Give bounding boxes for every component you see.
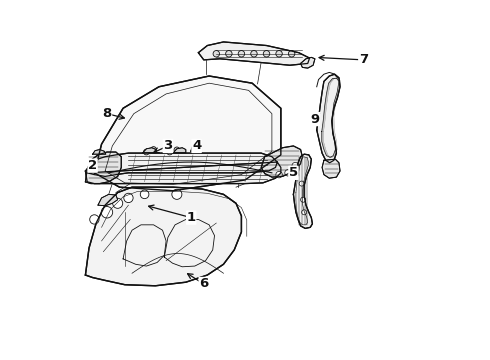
Polygon shape bbox=[300, 57, 315, 68]
Polygon shape bbox=[98, 194, 118, 206]
Circle shape bbox=[238, 50, 245, 57]
Circle shape bbox=[225, 50, 232, 57]
Text: 8: 8 bbox=[102, 107, 112, 120]
Circle shape bbox=[300, 197, 306, 202]
Polygon shape bbox=[85, 187, 242, 286]
Text: 3: 3 bbox=[163, 139, 172, 152]
Circle shape bbox=[101, 207, 113, 218]
Circle shape bbox=[124, 193, 133, 203]
Circle shape bbox=[251, 50, 257, 57]
Circle shape bbox=[174, 147, 180, 153]
Circle shape bbox=[144, 149, 149, 155]
Circle shape bbox=[140, 190, 149, 199]
Circle shape bbox=[113, 198, 122, 208]
Polygon shape bbox=[95, 76, 281, 191]
Text: 1: 1 bbox=[187, 211, 196, 224]
Polygon shape bbox=[143, 148, 156, 153]
Text: 5: 5 bbox=[289, 166, 298, 179]
Circle shape bbox=[263, 50, 270, 57]
Circle shape bbox=[276, 171, 282, 178]
Circle shape bbox=[289, 50, 295, 57]
Circle shape bbox=[90, 215, 99, 224]
Polygon shape bbox=[317, 74, 340, 163]
Circle shape bbox=[172, 189, 182, 199]
Circle shape bbox=[276, 50, 282, 57]
Text: 2: 2 bbox=[88, 159, 97, 172]
Polygon shape bbox=[173, 148, 186, 153]
Polygon shape bbox=[294, 154, 313, 228]
Text: 9: 9 bbox=[310, 113, 319, 126]
Text: 4: 4 bbox=[192, 139, 201, 152]
Text: 6: 6 bbox=[199, 278, 208, 291]
Polygon shape bbox=[322, 159, 340, 178]
Polygon shape bbox=[93, 149, 106, 154]
Circle shape bbox=[302, 210, 307, 215]
Text: 7: 7 bbox=[359, 53, 368, 66]
Circle shape bbox=[292, 162, 298, 169]
Polygon shape bbox=[85, 152, 122, 184]
Circle shape bbox=[213, 50, 220, 57]
Polygon shape bbox=[85, 153, 281, 184]
Circle shape bbox=[299, 181, 304, 186]
Circle shape bbox=[167, 149, 172, 155]
Circle shape bbox=[151, 147, 156, 152]
Circle shape bbox=[285, 170, 291, 176]
Polygon shape bbox=[198, 42, 310, 65]
Polygon shape bbox=[261, 146, 302, 177]
